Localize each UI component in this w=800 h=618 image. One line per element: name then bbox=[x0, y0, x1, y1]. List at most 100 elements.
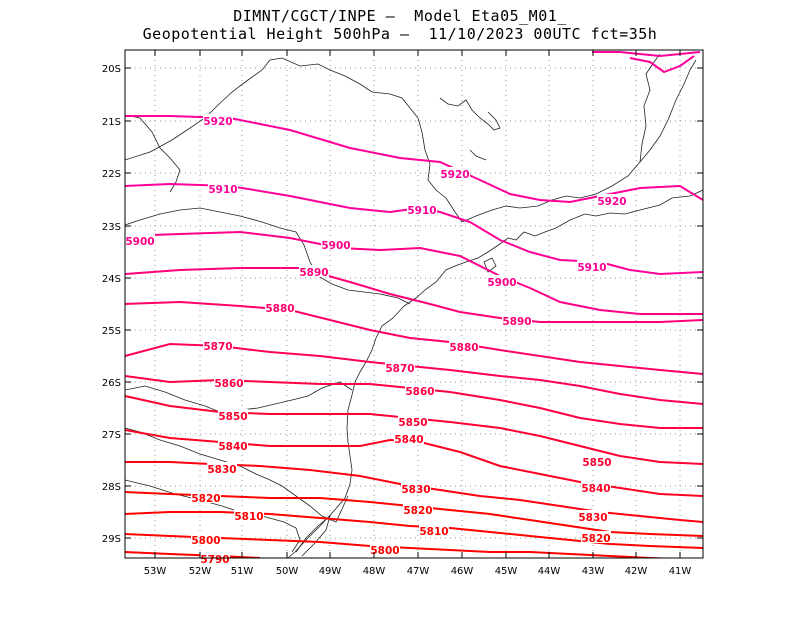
contour-label-bg bbox=[207, 462, 237, 474]
contour-label: 5800 bbox=[370, 545, 399, 557]
contour-label: 5900 bbox=[125, 236, 154, 248]
contour-5910 bbox=[125, 182, 703, 276]
lon-label: 49W bbox=[319, 566, 342, 577]
contour-label-bg bbox=[265, 301, 295, 313]
contour-label-bg bbox=[191, 533, 221, 545]
lat-label: 23S bbox=[102, 222, 121, 233]
state-border-sc-rs bbox=[125, 427, 349, 523]
contour-label-bg bbox=[403, 503, 433, 515]
latitude-labels: 20S 21S 22S 23S 24S 25S 26S 27S 28S 29S bbox=[102, 64, 121, 545]
contour-label: 5850 bbox=[218, 411, 247, 423]
contour-label: 5920 bbox=[440, 169, 469, 181]
contour-label-bg bbox=[398, 415, 428, 427]
contour-label: 5900 bbox=[321, 240, 350, 252]
contour-label: 5890 bbox=[502, 316, 531, 328]
contour-label: 5880 bbox=[449, 342, 478, 354]
reservoir-2 bbox=[469, 149, 487, 161]
contour-label-bg bbox=[419, 524, 449, 536]
lat-label: 21S bbox=[102, 117, 121, 128]
contour-label-bg bbox=[405, 384, 435, 396]
contour-label-bg bbox=[581, 531, 611, 543]
contour-label: 5860 bbox=[214, 378, 243, 390]
contour-5900 bbox=[125, 230, 703, 315]
contour-label: 5870 bbox=[203, 341, 232, 353]
contour-label-bg bbox=[125, 234, 155, 246]
state-border-mg-sp bbox=[125, 57, 463, 223]
contour-label-bg bbox=[502, 314, 532, 326]
contour-label-bg bbox=[299, 265, 329, 277]
rio-reservoir bbox=[439, 97, 501, 131]
state-border-pr-sp bbox=[125, 207, 411, 305]
contour-label-bg bbox=[577, 260, 607, 272]
contour-label-bg bbox=[578, 510, 608, 522]
contour-5890 bbox=[125, 267, 703, 323]
contour-5850 bbox=[125, 395, 703, 465]
contour-label: 5810 bbox=[419, 526, 448, 538]
contour-label: 5870 bbox=[385, 363, 414, 375]
contour-label: 5840 bbox=[218, 441, 247, 453]
lat-label: 26S bbox=[102, 378, 121, 389]
lat-label: 29S bbox=[102, 534, 121, 545]
contour-label-bg bbox=[234, 509, 264, 521]
contour-label: 5920 bbox=[203, 116, 232, 128]
contour-label-bg bbox=[401, 482, 431, 494]
contour-label: 5820 bbox=[403, 505, 432, 517]
contour-label-bg bbox=[582, 455, 612, 467]
contour-label-bg bbox=[321, 238, 351, 250]
contour-label: 5900 bbox=[487, 277, 516, 289]
contour-label-bg bbox=[191, 491, 221, 503]
contour-label: 5820 bbox=[191, 493, 220, 505]
state-border-es bbox=[639, 53, 661, 163]
coastline bbox=[287, 189, 703, 558]
contour-label-bg bbox=[449, 340, 479, 352]
contour-label: 5800 bbox=[191, 535, 220, 547]
contour-label-bg bbox=[407, 203, 437, 215]
lat-label: 20S bbox=[102, 64, 121, 75]
lat-label: 24S bbox=[102, 274, 121, 285]
contour-label-bg bbox=[581, 481, 611, 493]
contour-label-bg bbox=[214, 376, 244, 388]
contour-5920 bbox=[125, 115, 703, 204]
contour-label-bg bbox=[218, 409, 248, 421]
lon-label: 47W bbox=[407, 566, 430, 577]
contour-5880 bbox=[125, 300, 703, 375]
contour-label: 5790 bbox=[200, 554, 229, 566]
lon-label: 52W bbox=[189, 566, 212, 577]
contour-5800 bbox=[125, 533, 677, 558]
contour-label: 5830 bbox=[207, 464, 236, 476]
contour-label: 5830 bbox=[401, 484, 430, 496]
contour-label-bg bbox=[440, 167, 470, 179]
contour-label: 5850 bbox=[582, 457, 611, 469]
contour-label: 5850 bbox=[398, 417, 427, 429]
contour-label-bg bbox=[487, 275, 517, 287]
lon-label: 53W bbox=[144, 566, 167, 577]
lon-label: 50W bbox=[276, 566, 299, 577]
state-border-pr-sc bbox=[125, 381, 353, 413]
contour-label-bg bbox=[203, 339, 233, 351]
contour-labels: 5920 5920 5920 5910 5910 5910 5900 5900 5900 5890… bbox=[125, 114, 627, 566]
contour-label: 5910 bbox=[577, 262, 606, 274]
contour-label: 5890 bbox=[299, 267, 328, 279]
contour-label: 5820 bbox=[581, 533, 610, 545]
contour-label-bg bbox=[218, 439, 248, 451]
lon-label: 42W bbox=[625, 566, 648, 577]
lon-label: 48W bbox=[363, 566, 386, 577]
contour-label: 5840 bbox=[581, 483, 610, 495]
lon-label: 46W bbox=[451, 566, 474, 577]
title-line-1: DIMNT/CGCT/INPE — Model Eta05_M01_ bbox=[233, 7, 567, 25]
contour-5920b bbox=[592, 51, 701, 58]
lat-label: 27S bbox=[102, 430, 121, 441]
contour-label-bg bbox=[203, 114, 233, 126]
lat-label: 25S bbox=[102, 326, 121, 337]
map-frame bbox=[124, 49, 704, 559]
contour-label-bg bbox=[597, 194, 627, 206]
title-line-2: Geopotential Height 500hPa — 11/10/2023 … bbox=[142, 25, 658, 43]
contour-label-bg bbox=[394, 432, 424, 444]
contour-label: 5910 bbox=[208, 184, 237, 196]
contour-label: 5830 bbox=[578, 512, 607, 524]
lon-label: 44W bbox=[538, 566, 561, 577]
lon-label: 51W bbox=[231, 566, 254, 577]
contour-label: 5910 bbox=[407, 205, 436, 217]
contour-5790 bbox=[125, 551, 261, 558]
